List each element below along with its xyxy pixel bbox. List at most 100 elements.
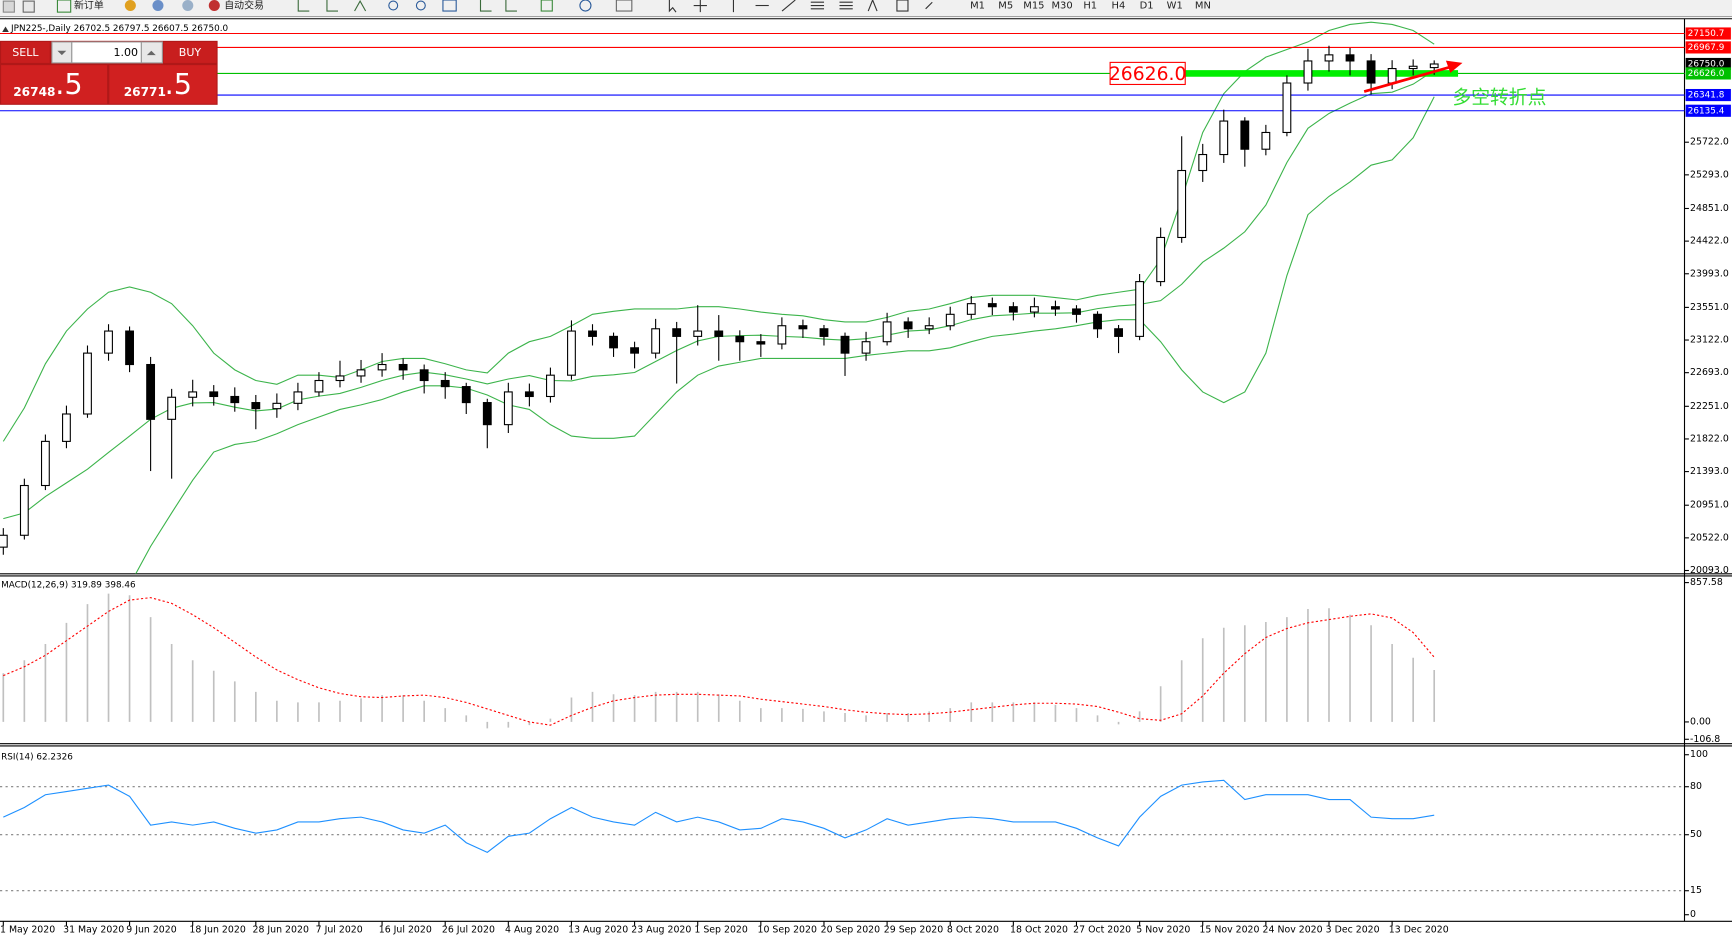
timeframe-button[interactable]: D1 — [1140, 1, 1154, 12]
timeframe-button[interactable]: M1 — [970, 1, 985, 12]
level-tag — [1685, 27, 1731, 40]
trendline-tool[interactable] — [781, 0, 796, 12]
fibo-tool[interactable] — [839, 1, 853, 10]
toolbar-icon[interactable] — [182, 0, 194, 12]
candle-body — [966, 303, 976, 315]
level-tag-label: 26967.9 — [1688, 43, 1725, 53]
auto-trading-button[interactable]: 自动交易 — [208, 0, 264, 12]
level-tag — [1685, 41, 1731, 54]
tile-windows[interactable] — [442, 0, 457, 12]
chart-tools — [297, 0, 933, 13]
y-tick-label: 23551.0 — [1690, 302, 1729, 313]
y-tick-label: -106.8 — [1690, 734, 1720, 745]
tool-icon[interactable] — [505, 0, 517, 12]
toolbar-icon[interactable] — [152, 0, 164, 12]
candle-body — [293, 391, 303, 404]
candle-body — [377, 363, 387, 371]
x-tick-label: 13 Aug 2020 — [568, 925, 628, 936]
x-tick-label: 27 Oct 2020 — [1073, 925, 1131, 936]
tool-icon[interactable] — [326, 0, 339, 12]
level-callout-box — [1109, 61, 1186, 86]
x-tick-label: 1 Sep 2020 — [694, 925, 748, 936]
templates[interactable] — [615, 0, 633, 12]
new-order-icon — [56, 0, 72, 13]
text-tool[interactable] — [867, 0, 878, 12]
toolbar-icon[interactable] — [22, 0, 35, 13]
y-tick-label: 23993.0 — [1690, 268, 1729, 279]
sell-button[interactable]: SELL — [1, 41, 50, 63]
candle-body — [588, 330, 597, 337]
level-tag — [1685, 104, 1731, 117]
tool-icon[interactable] — [297, 0, 310, 12]
candle-body — [314, 379, 324, 393]
candle-body — [272, 402, 282, 410]
channel-tool[interactable] — [810, 1, 825, 10]
candle-body — [987, 303, 997, 308]
timeframe-button[interactable]: M30 — [1051, 1, 1072, 12]
level-tag-label: 26750.0 — [1688, 59, 1725, 69]
y-tick-label: 25722.0 — [1690, 137, 1729, 148]
timeframe-button[interactable]: H4 — [1112, 1, 1126, 12]
candle-body — [1324, 54, 1334, 62]
candle-body — [1282, 82, 1292, 134]
candle-body — [903, 321, 913, 330]
periods[interactable] — [579, 0, 592, 12]
macd-panel: MACD(12,26,9) 319.89 398.46 — [1, 580, 1436, 729]
candle-body — [1114, 328, 1123, 337]
candle-body — [630, 347, 640, 354]
timeframe-button[interactable]: MN — [1195, 1, 1211, 12]
tool-icon[interactable] — [479, 0, 492, 12]
x-tick-label: 7 Jul 2020 — [316, 925, 363, 936]
timeframe-button[interactable]: W1 — [1167, 1, 1183, 12]
candle-body — [735, 335, 745, 343]
chart-background — [0, 18, 1732, 939]
arrow-head — [1445, 60, 1463, 73]
indicators[interactable] — [540, 0, 553, 12]
y-tick-label: 0 — [1690, 909, 1696, 920]
candle-body — [1029, 306, 1039, 313]
zoom-in[interactable] — [388, 0, 399, 11]
y-tick-label: 25293.0 — [1690, 169, 1729, 180]
timeframe-bar: M1 M5 M15 M30 H1 H4 D1 W1 MN — [970, 1, 1211, 12]
zoom-out[interactable] — [415, 0, 426, 11]
x-tick-label: 9 Jun 2020 — [126, 925, 176, 936]
new-order-label: 新订单 — [74, 0, 104, 12]
sell-price-main: 26748 — [13, 85, 55, 99]
new-order-button[interactable]: 新订单 — [56, 0, 104, 13]
sell-price-button[interactable]: 26748 .5 — [1, 65, 108, 104]
level-tag-label: 26626.0 — [1688, 69, 1725, 79]
sell-price-bg — [1, 65, 108, 104]
candle-body — [840, 335, 850, 354]
x-tick-label: 10 Sep 2020 — [758, 925, 817, 936]
y-tick-label: 80 — [1690, 781, 1702, 792]
buy-button[interactable]: BUY — [163, 41, 217, 63]
buy-price-button[interactable]: 26771 .5 — [109, 65, 217, 104]
arrows-tool[interactable] — [925, 1, 933, 10]
timeframe-button[interactable]: H1 — [1083, 1, 1097, 12]
tool-icon[interactable] — [354, 0, 367, 12]
candle-body — [1093, 313, 1102, 330]
cursor-tool[interactable] — [668, 0, 677, 13]
y-tick-label: 23122.0 — [1690, 335, 1729, 346]
candle-body — [146, 363, 156, 420]
toolbar-icon[interactable] — [2, 0, 15, 13]
label-tool[interactable] — [896, 0, 909, 12]
timeframe-button[interactable]: M15 — [1023, 1, 1044, 12]
x-tick-label: 28 Jun 2020 — [253, 925, 309, 936]
sell-label: SELL — [12, 46, 39, 59]
candle-body — [356, 369, 366, 377]
timeframe-button[interactable]: M5 — [998, 1, 1013, 12]
bollinger-lower — [135, 96, 1435, 574]
candle-body — [482, 402, 492, 426]
candle-body — [1429, 63, 1439, 69]
lot-increase-icon — [146, 50, 156, 56]
y-tick-label: 857.58 — [1690, 577, 1723, 588]
toolbar-icon[interactable] — [124, 0, 136, 12]
axes: 25722.0 25293.0 24851.0 24422.0 23993.0 23551… — [0, 27, 1731, 936]
crosshair-tool[interactable] — [693, 0, 707, 13]
candle-body — [1408, 65, 1418, 70]
y-tick-label: 0.00 — [1690, 716, 1711, 727]
auto-trading-icon — [208, 0, 220, 12]
